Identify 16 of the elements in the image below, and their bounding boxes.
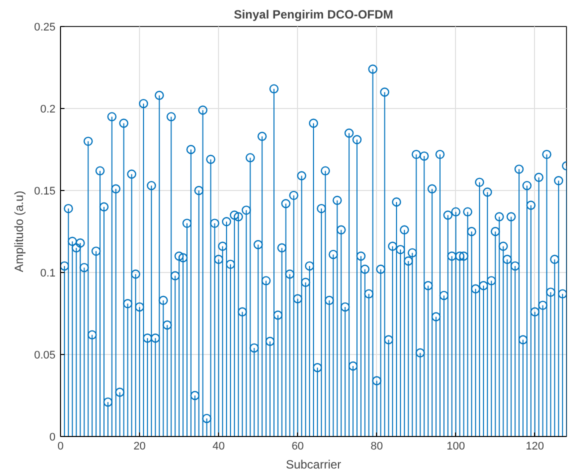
- x-tick-label: 100: [446, 440, 465, 452]
- y-tick-label: 0.15: [34, 186, 56, 198]
- x-tick-label: 120: [526, 440, 544, 452]
- y-tick-label: 0.25: [34, 22, 56, 34]
- x-tick-label: 60: [292, 440, 304, 452]
- y-tick-label: 0.05: [34, 350, 56, 362]
- y-tick-label: 0.2: [40, 104, 56, 116]
- y-tick-label: 0.1: [40, 268, 56, 280]
- x-tick-label: 80: [370, 440, 383, 452]
- y-tick-label: 0: [49, 432, 56, 444]
- x-tick-label: 20: [133, 440, 146, 452]
- x-tick-label: 0: [57, 440, 64, 452]
- x-tick-label: 40: [212, 440, 225, 452]
- y-axis-title: Amplitudo (a.u): [12, 190, 26, 272]
- chart-title: Sinyal Pengirim DCO-OFDM: [234, 8, 394, 22]
- x-axis-title: Subcarrier: [286, 458, 342, 472]
